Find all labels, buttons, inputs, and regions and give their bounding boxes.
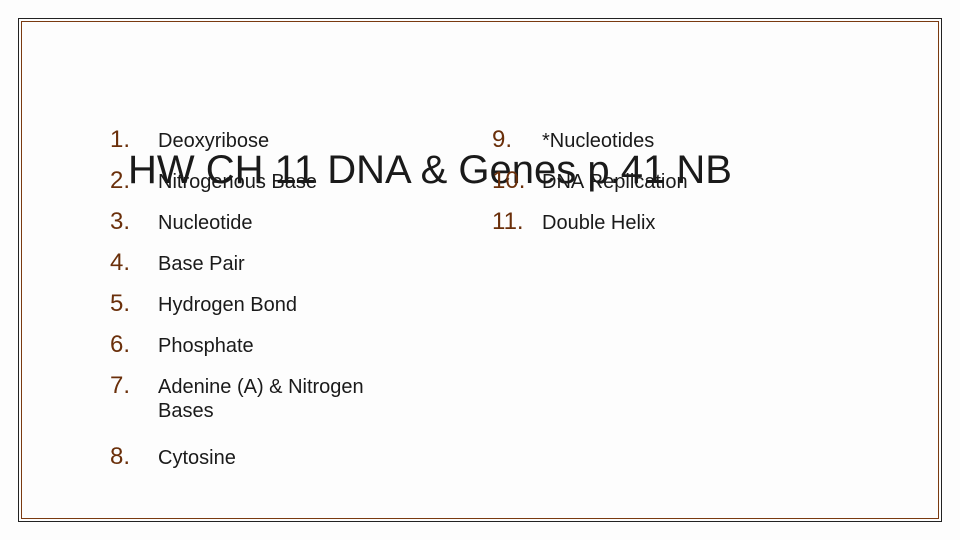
left-item-num-3: 3. <box>110 208 130 236</box>
right-item-num-3: 11. <box>492 208 524 236</box>
left-item-term-7-line2: Bases <box>158 400 214 423</box>
left-item-num-8: 8. <box>110 443 130 471</box>
right-item-num-2: 10. <box>492 167 525 195</box>
left-item-term-6: Phosphate <box>158 335 254 358</box>
left-item-term-4: Base Pair <box>158 253 245 276</box>
left-item-term-1: Deoxyribose <box>158 130 269 153</box>
left-item-num-4: 4. <box>110 249 130 277</box>
left-item-num-1: 1. <box>110 126 130 154</box>
left-item-term-3: Nucleotide <box>158 212 253 235</box>
right-item-term-1: *Nucleotides <box>542 130 654 153</box>
right-item-num-1: 9. <box>492 126 512 154</box>
left-item-term-5: Hydrogen Bond <box>158 294 297 317</box>
outer-border <box>18 18 942 522</box>
left-item-num-5: 5. <box>110 290 130 318</box>
left-item-term-7: Adenine (A) & Nitrogen <box>158 376 364 399</box>
left-item-num-7: 7. <box>110 372 130 400</box>
left-item-term-2: Nitrogenous Base <box>158 171 317 194</box>
left-item-term-8: Cytosine <box>158 447 236 470</box>
left-item-num-6: 6. <box>110 331 130 359</box>
right-item-term-3: Double Helix <box>542 212 655 235</box>
left-item-num-2: 2. <box>110 167 130 195</box>
right-item-term-2: DNA Replication <box>542 171 688 194</box>
